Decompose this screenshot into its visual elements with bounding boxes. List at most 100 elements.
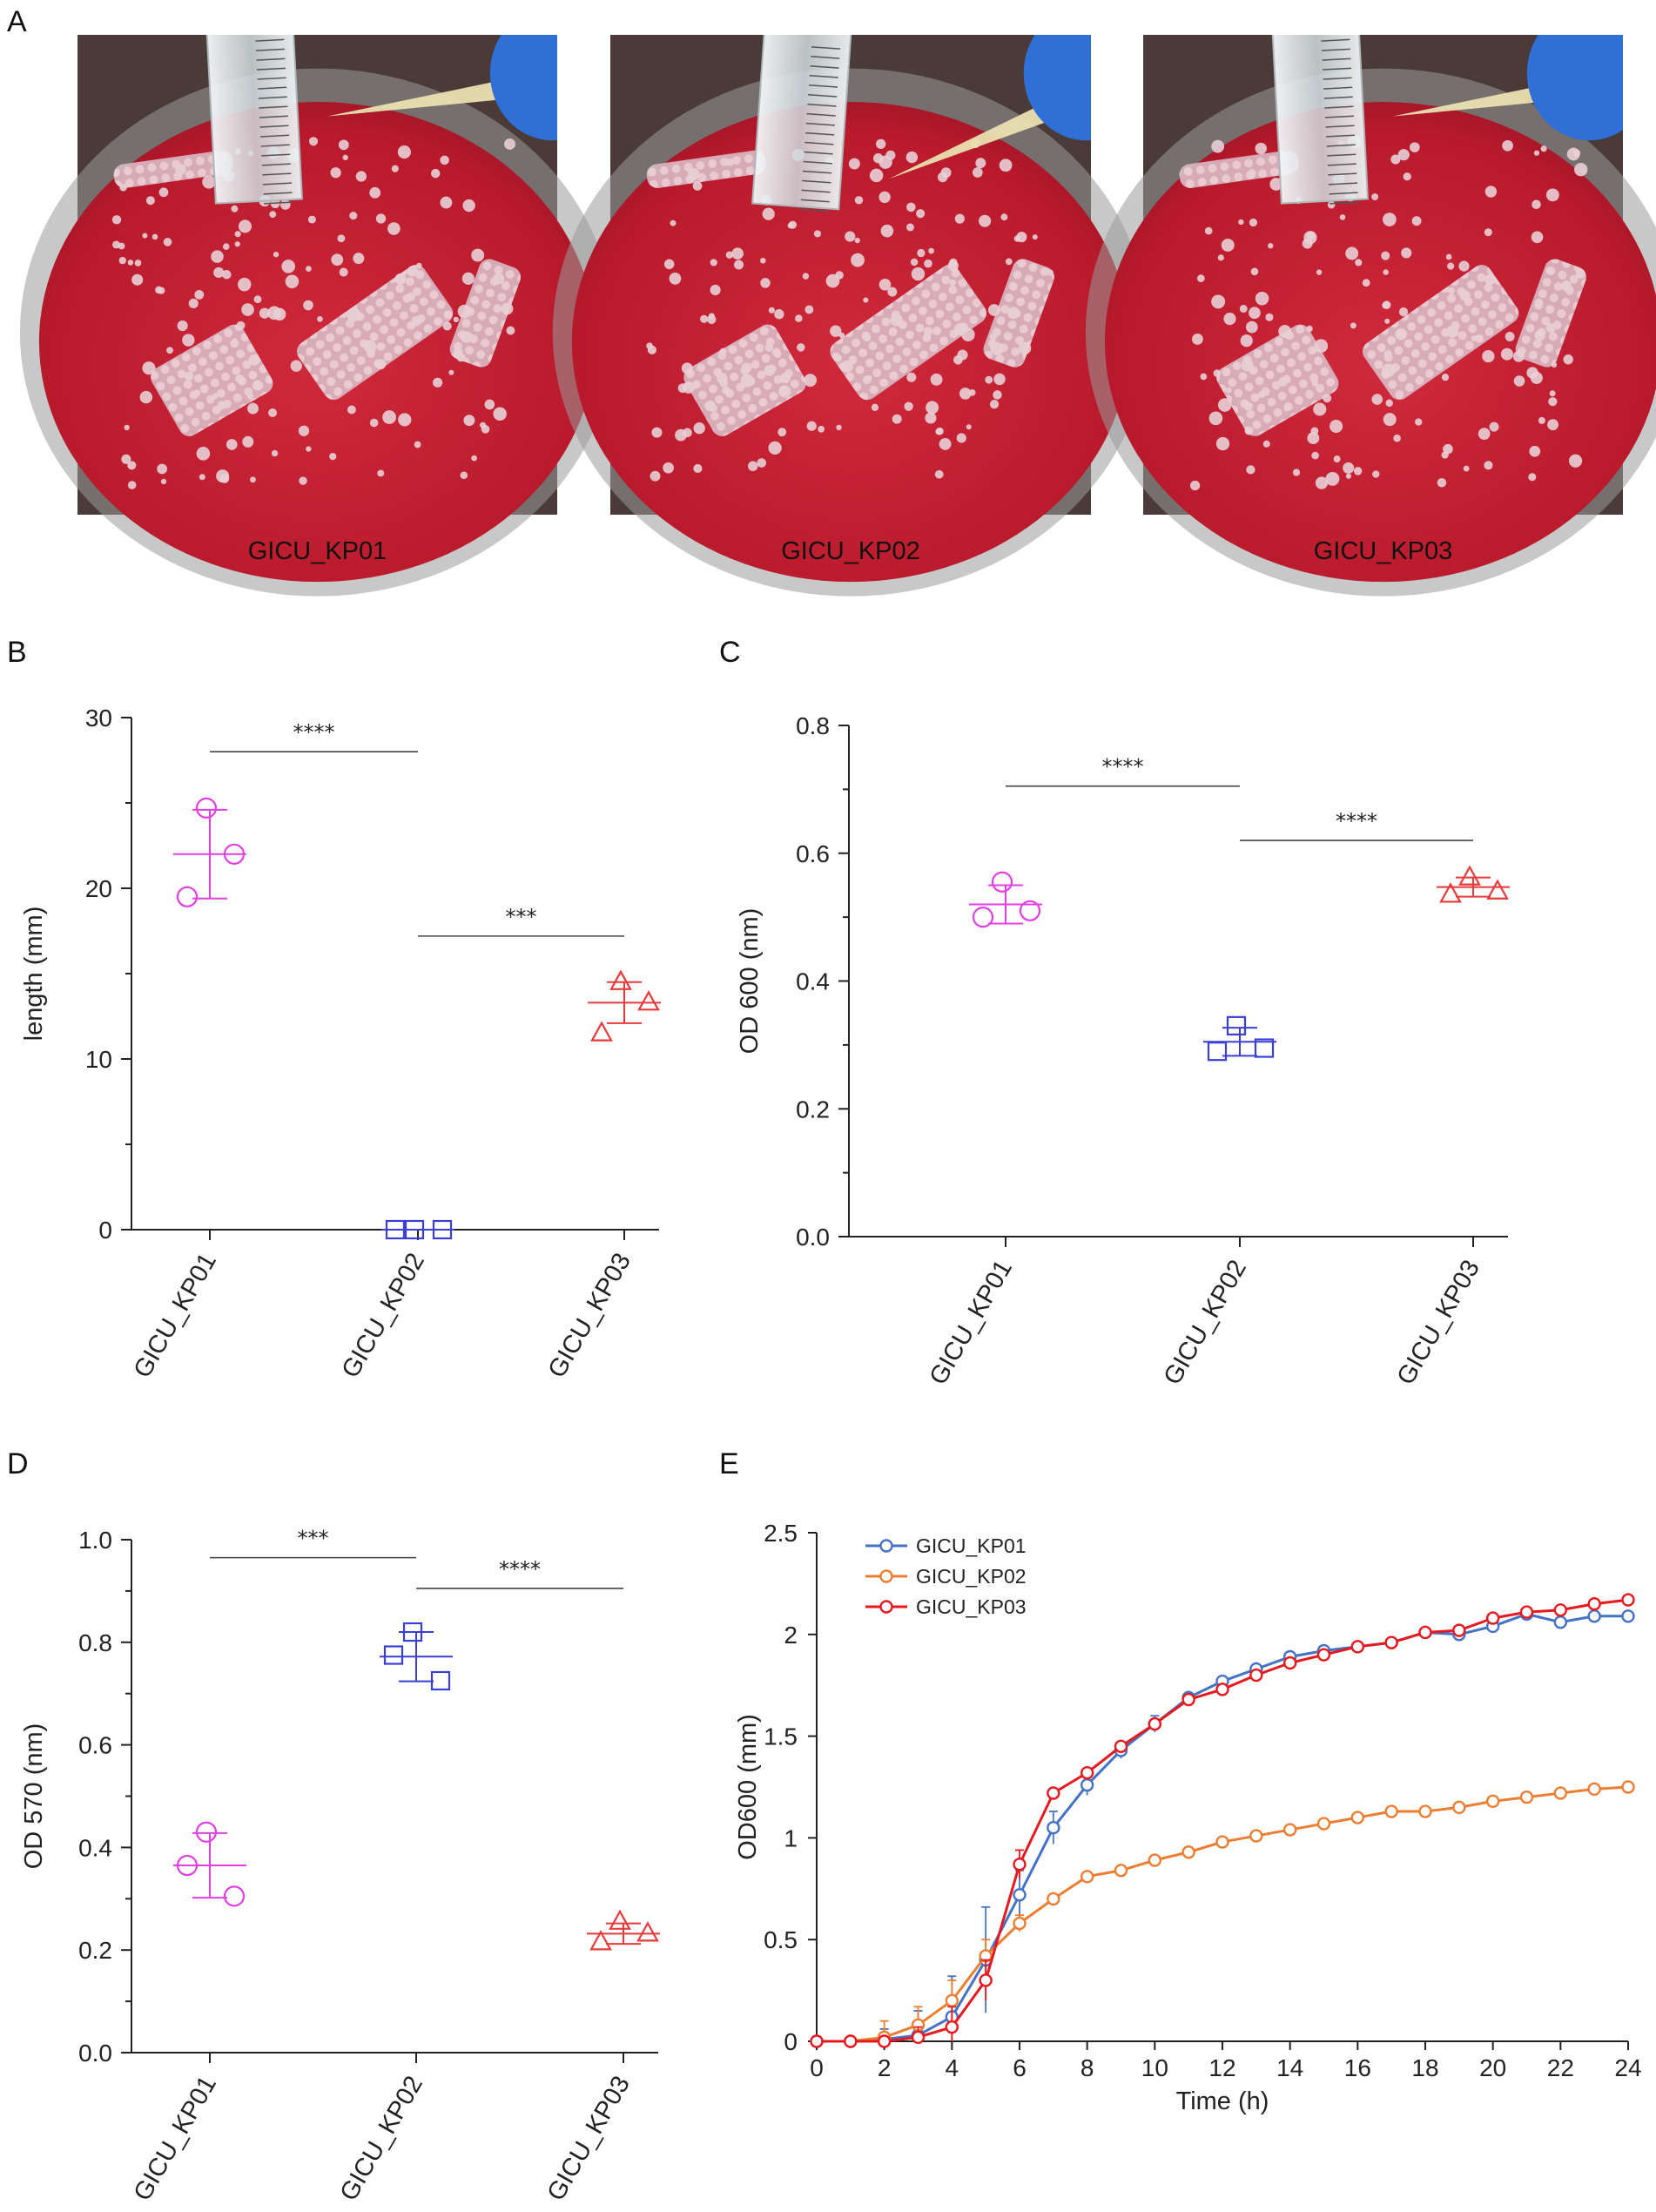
colony-dot [250, 476, 256, 483]
colony-dot [813, 230, 821, 238]
colony-dot [956, 433, 966, 443]
colony-dot [904, 401, 913, 411]
colony-dot [1398, 307, 1409, 317]
colony-dot [796, 343, 805, 352]
colony-dot [1311, 379, 1319, 387]
colony-dot [1531, 231, 1544, 244]
colony-dot [1243, 401, 1253, 411]
colony-dot [111, 215, 122, 225]
panel-c-chart: C 0.0 0.2 0.4 0.6 0.8 OD 600 (nm) GICU_KP01 GICU… [719, 636, 1510, 1390]
colony-dot [764, 365, 775, 376]
data-point-square [430, 1670, 451, 1691]
ruler-tick [801, 189, 831, 193]
data-point-square [432, 1219, 453, 1240]
colony-dot [259, 307, 271, 319]
blue-glove [489, 35, 557, 141]
data-point [1418, 1804, 1432, 1818]
ruler-tick [1329, 192, 1358, 195]
colony-dot [1478, 428, 1491, 440]
colony-dot [299, 476, 307, 485]
colony-dot [411, 315, 422, 327]
colony-dot [118, 256, 126, 265]
data-point-circle [991, 871, 1013, 893]
colony-dot [303, 300, 313, 311]
photo-caption: GICU_KP01 [248, 537, 387, 565]
colony-dot [795, 314, 803, 322]
data-point [1148, 1716, 1162, 1731]
ruler-tick [1328, 172, 1357, 176]
colony-dot [876, 138, 886, 150]
data-point [1485, 1611, 1500, 1625]
colony-dot [923, 327, 933, 336]
colony-streak [1362, 265, 1519, 401]
legend-swatch-marker [879, 1569, 893, 1583]
colony-dot [972, 167, 983, 178]
colony-dot [127, 260, 134, 266]
colony-dot [121, 454, 131, 464]
colony-dot [935, 428, 942, 435]
data-point [1587, 1597, 1601, 1611]
ruler-tick [257, 77, 286, 80]
colony-dot [762, 207, 775, 220]
colony-dot [196, 447, 211, 461]
y-tick-label: 1 [784, 1824, 798, 1851]
colony-dot [347, 307, 361, 322]
colony-dot [142, 233, 148, 239]
colony-dot [1411, 216, 1422, 226]
colony-dot [1534, 298, 1544, 307]
data-point-triangle [636, 1921, 659, 1942]
colony-dot [440, 196, 453, 209]
colony-dot [355, 171, 367, 182]
data-point [1013, 1916, 1027, 1931]
colony-streak [113, 150, 233, 188]
colony-dot [1325, 471, 1340, 486]
ruler-tick [261, 163, 291, 166]
colony-dot [989, 400, 1000, 409]
ruler-tick [258, 96, 287, 99]
data-point [1047, 1892, 1060, 1906]
data-point [1282, 1656, 1297, 1670]
colony-dot [307, 215, 316, 224]
y-tick-label: 0.0 [78, 2040, 112, 2067]
colony-dot [127, 481, 137, 489]
panel-d-chart: D 0.0 0.2 0.4 0.6 0.8 1.0 OD 570 (nm) GICU_KP01 G… [7, 1447, 660, 2206]
colony-dot [681, 362, 693, 374]
colony-dot [1415, 418, 1423, 426]
ruler-tick [806, 112, 836, 117]
colony-dot [905, 151, 919, 164]
colony-dot [906, 202, 916, 212]
colony-dot [1445, 253, 1452, 260]
ruler-tick [255, 48, 285, 51]
ruler [205, 35, 304, 205]
y-tick-label: 0.4 [796, 968, 830, 995]
data-point [945, 2020, 959, 2034]
significance-label: **** [499, 1557, 541, 1581]
series-group-gicu_kp01 [173, 1821, 246, 1907]
data-point-triangle [609, 969, 632, 990]
colony-streak [151, 324, 273, 436]
colony-dot [1484, 228, 1492, 237]
data-point [1080, 1765, 1094, 1780]
colony-dot [1484, 273, 1496, 286]
colony-dot [806, 421, 817, 431]
colony-dot [238, 277, 252, 292]
colony-dot [463, 415, 475, 427]
colony-dot [957, 349, 968, 361]
y-tick-label: 30 [85, 705, 112, 732]
colony-dot [835, 271, 844, 280]
colony-dot [268, 408, 278, 418]
data-point [877, 2034, 892, 2048]
colony-dot [693, 463, 703, 474]
significance-label: *** [506, 905, 537, 929]
colony-dot [306, 266, 312, 272]
colony-dot [222, 243, 230, 251]
ruler-tick [811, 46, 841, 50]
x-tick-label: 18 [1411, 2054, 1438, 2081]
colony-dot [990, 341, 1004, 356]
colony-dot [1000, 213, 1008, 221]
colony-dot [460, 471, 468, 480]
data-point-circle [223, 843, 246, 865]
colony-dot [166, 347, 173, 354]
x-tick-label: 8 [1080, 2054, 1094, 2081]
colony-dot [222, 270, 232, 280]
